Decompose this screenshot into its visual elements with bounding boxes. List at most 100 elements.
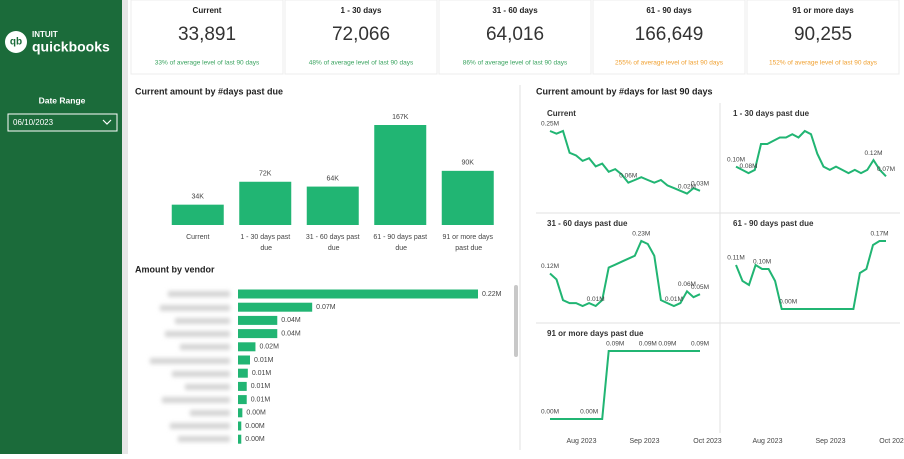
bar-value-label: 0.01M bbox=[251, 396, 271, 403]
point-label: 0.23M bbox=[632, 231, 650, 238]
x-tick-label: Sep 2023 bbox=[630, 438, 660, 445]
point-label: 0.09M bbox=[639, 341, 657, 348]
point-label: 0.10M bbox=[753, 259, 771, 266]
logo-product: quickbooks bbox=[32, 39, 110, 55]
x-tick-label: Oct 2023 bbox=[879, 438, 904, 445]
kpi-note: 48% of average level of last 90 days bbox=[309, 60, 414, 67]
bar bbox=[238, 342, 256, 352]
bar-value-label: 0.07M bbox=[316, 304, 336, 311]
blurred-name bbox=[162, 397, 230, 403]
bar-value-label: 90K bbox=[462, 160, 475, 167]
point-label: 0.00M bbox=[541, 409, 559, 416]
kpi-value: 64,016 bbox=[486, 24, 544, 45]
line bbox=[549, 129, 701, 195]
vendor-names bbox=[150, 291, 230, 442]
point-label: 0.10M bbox=[727, 156, 745, 163]
point-label: 0.01M bbox=[587, 296, 605, 303]
kpi-title: 1 - 30 days bbox=[341, 6, 382, 15]
point-label: 0.00M bbox=[779, 299, 797, 306]
bar bbox=[238, 395, 247, 405]
chart-title: Amount by vendor bbox=[135, 264, 215, 274]
point-label: 0.12M bbox=[541, 263, 559, 270]
sidebar bbox=[0, 0, 122, 454]
point-label: 0.01M bbox=[665, 296, 683, 303]
bar bbox=[171, 204, 224, 225]
blurred-name bbox=[170, 423, 230, 429]
bar-value-label: 0.00M bbox=[245, 423, 265, 430]
point-label: 0.09M bbox=[691, 341, 709, 348]
point-label: 0.06M bbox=[619, 172, 637, 179]
blurred-name bbox=[178, 436, 230, 442]
bar-value-label: 64K bbox=[327, 175, 340, 182]
bar bbox=[238, 434, 242, 444]
bar-value-label: 0.00M bbox=[246, 410, 266, 417]
kpi-card bbox=[746, 0, 900, 75]
blurred-name bbox=[150, 358, 230, 364]
x-tick-label: Sep 2023 bbox=[816, 438, 846, 445]
x-tick-label: Aug 2023 bbox=[567, 438, 597, 445]
logo-icon-text: qb bbox=[10, 37, 22, 48]
bar-value-label: 0.00M bbox=[245, 436, 265, 443]
x-tick-label: Oct 2023 bbox=[693, 438, 722, 445]
point-label: 0.17M bbox=[870, 231, 888, 238]
dropdown-chevron[interactable] bbox=[102, 119, 112, 125]
bar bbox=[238, 289, 478, 299]
panel-title: 91 or more days past due bbox=[547, 329, 644, 338]
line bbox=[735, 129, 887, 177]
x-tick-label: Aug 2023 bbox=[753, 438, 783, 445]
bar bbox=[306, 186, 359, 225]
gutter bbox=[122, 0, 128, 454]
kpi-card bbox=[438, 0, 592, 75]
x-tick-label: 1 - 30 days past due bbox=[240, 234, 290, 252]
bar bbox=[441, 170, 494, 225]
bar bbox=[238, 368, 248, 378]
bar-value-label: 72K bbox=[259, 171, 272, 178]
point-label: 0.08M bbox=[739, 163, 757, 170]
bar-value-label: 0.04M bbox=[281, 330, 301, 337]
bar-value-label: 0.04M bbox=[281, 317, 301, 324]
line bbox=[735, 240, 886, 310]
logo-brand: INTUIT bbox=[32, 30, 58, 39]
blurred-name bbox=[185, 384, 230, 390]
x-tick-label: Current bbox=[186, 234, 209, 241]
date-range-value: 06/10/2023 bbox=[13, 118, 54, 127]
blurred-name bbox=[190, 410, 230, 416]
scrollbar[interactable] bbox=[514, 285, 518, 357]
kpi-title: 61 - 90 days bbox=[646, 6, 692, 15]
point-label: 0.25M bbox=[541, 121, 559, 128]
bar-value-label: 0.01M bbox=[252, 370, 272, 377]
kpi-card bbox=[130, 0, 284, 75]
date-range-label: Date Range bbox=[39, 95, 86, 105]
kpi-note: 152% of average level of last 90 days bbox=[769, 60, 878, 67]
bar bbox=[238, 315, 278, 325]
bar bbox=[238, 355, 250, 365]
blurred-name bbox=[175, 318, 230, 324]
x-tick-label: 61 - 90 days past due bbox=[373, 234, 427, 252]
blurred-name bbox=[180, 344, 230, 350]
chart-title: Current amount by #days for last 90 days bbox=[536, 86, 713, 96]
point-label: 0.09M bbox=[606, 341, 624, 348]
bar-value-label: 0.01M bbox=[251, 383, 271, 390]
point-label: 0.00M bbox=[580, 409, 598, 416]
panel-title: Current bbox=[547, 109, 576, 118]
blurred-name bbox=[160, 305, 230, 311]
point-label: 0.11M bbox=[727, 255, 745, 262]
point-label: 0.06M bbox=[678, 281, 696, 288]
kpi-card bbox=[284, 0, 438, 75]
bar bbox=[238, 381, 247, 391]
date-dropdown[interactable] bbox=[7, 113, 118, 132]
bar bbox=[238, 408, 243, 418]
kpi-card bbox=[592, 0, 746, 75]
bar-value-label: 0.22M bbox=[482, 291, 502, 298]
kpi-value: 72,066 bbox=[332, 24, 390, 45]
kpi-value: 33,891 bbox=[178, 24, 236, 45]
point-label: 0.07M bbox=[877, 166, 895, 173]
panel-title: 1 - 30 days past due bbox=[733, 109, 810, 118]
point-label: 0.03M bbox=[691, 181, 709, 188]
blurred-name bbox=[165, 331, 230, 337]
panel-title: 61 - 90 days past due bbox=[733, 219, 814, 228]
point-label: 0.09M bbox=[658, 341, 676, 348]
bar bbox=[239, 181, 292, 225]
